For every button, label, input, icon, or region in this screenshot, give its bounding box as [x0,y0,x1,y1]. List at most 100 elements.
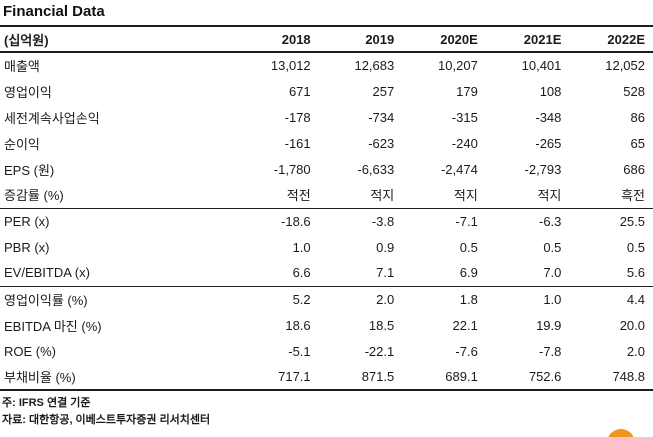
cell-value: 689.1 [445,369,478,384]
row-label: EPS (원) [4,162,55,178]
cell-value: 6.6 [292,265,311,281]
cell-value: -7.8 [538,343,562,359]
cell-value: 5.2 [235,285,319,312]
row-label: 부채비율 (%) [4,370,76,385]
cell-value: 0.5 [543,239,562,255]
cell-value: 적지 [370,188,395,204]
cell-value: 717.1 [278,369,311,384]
cell-value: 748.8 [612,369,645,384]
cell-value: -22.1 [364,343,395,359]
unit-label: (십억원) [0,26,236,53]
cell-value: 22.1 [452,317,478,333]
table-row: EV/EBITDA (x) 6.6 7.1 6.9 7.0 5.6 [0,260,653,286]
cell-value: -3.8 [318,207,403,234]
cell-value: -623 [368,135,395,151]
cell-value: -265 [535,135,562,151]
table-row: 매출액 13,012 12,683 10,207 10,401 12,052 [0,52,653,78]
row-label: EBITDA 마진 (%) [4,318,102,334]
cell-value: 0.5 [626,239,645,255]
cell-value: 752.6 [528,369,562,384]
cell-value: -348 [535,109,562,125]
cell-value: 871.5 [361,369,395,384]
cell-value: 2.0 [318,285,403,312]
cell-value: 25.5 [569,207,653,234]
cell-value: 1.0 [292,239,311,255]
cell-value: 12,052 [605,58,645,73]
cell-value: -7.1 [402,207,486,234]
cell-value: 0.5 [459,239,478,255]
page-title: Financial Data [3,3,105,20]
cell-value: 19.9 [536,317,562,333]
cell-value: 179 [456,83,478,99]
row-label: PER (x) [0,207,236,234]
year-header-2019: 2019 [318,26,403,53]
cell-value: -161 [284,135,311,151]
cell-value: -5.1 [288,343,311,359]
row-label: 세전계속사업손익 [4,110,100,126]
cell-value: 적지 [537,188,562,204]
cell-value: -6,633 [357,161,395,177]
cell-value: 10,207 [438,58,478,73]
cell-value: 6.9 [459,265,478,281]
table-row: ROE (%) -5.1 -22.1 -7.6 -7.8 2.0 [0,338,653,364]
financial-table: (십억원) 2018 2019 2020E 2021E 2022E 매출액 13,… [0,25,653,391]
cell-value: 4.4 [569,285,653,312]
cell-value: 7.1 [376,265,395,281]
table-row: 증감률 (%) 적전 적지 적지 적지 흑전 [0,182,653,208]
cell-value: 2.0 [626,343,645,359]
footnotes: 주: IFRS 연결 기준 자료: 대한항공, 이베스트투자증권 리서치센터 [0,391,653,429]
row-label: 증감률 (%) [4,188,64,204]
cell-value: -240 [451,135,478,151]
row-label: ROE (%) [4,343,56,359]
cell-value: 686 [623,161,645,177]
table-row: EBITDA 마진 (%) 18.6 18.5 22.1 19.9 20.0 [0,312,653,338]
year-header-2022e: 2022E [569,26,653,53]
cell-value: 12,683 [354,58,395,73]
table-header-row: (십억원) 2018 2019 2020E 2021E 2022E [0,26,653,53]
cell-value: 18.6 [285,317,311,333]
row-label: 영업이익 [4,84,52,100]
year-header-2018: 2018 [235,26,319,53]
table-row: 순이익 -161 -623 -240 -265 65 [0,130,653,156]
cell-value: 108 [539,83,562,99]
row-label: EV/EBITDA (x) [4,265,90,281]
table-row: PBR (x) 1.0 0.9 0.5 0.5 0.5 [0,234,653,260]
cell-value: -1,780 [273,161,311,177]
cell-value: -2,474 [440,161,478,177]
cell-value: -7.6 [455,343,478,359]
row-label: PBR (x) [4,239,50,255]
row-label: 매출액 [4,59,40,74]
cell-value: 671 [288,83,311,99]
table-row: PER (x) -18.6 -3.8 -7.1 -6.3 25.5 [0,207,653,234]
cell-value: 5.6 [626,265,645,281]
brand-orange-dot-icon [607,429,635,437]
footnote-note: 주: IFRS 연결 기준 [2,397,91,409]
cell-value: 86 [630,109,645,125]
year-header-2021e: 2021E [485,26,570,53]
cell-value: 1.0 [485,285,570,312]
cell-value: 1.8 [402,285,486,312]
table-row: 영업이익률 (%) 5.2 2.0 1.8 1.0 4.4 [0,285,653,312]
cell-value: 흑전 [621,188,645,204]
cell-value: -734 [368,109,395,125]
cell-value: 20.0 [619,317,645,333]
cell-value: -2,793 [524,161,562,177]
cell-value: 18.5 [368,317,395,333]
cell-value: 13,012 [270,58,311,73]
table-row: EPS (원) -1,780 -6,633 -2,474 -2,793 686 [0,156,653,182]
year-header-2020e: 2020E [402,26,486,53]
table-row: 부채비율 (%) 717.1 871.5 689.1 752.6 748.8 [0,364,653,390]
cell-value: 528 [623,83,645,99]
cell-value: 257 [372,83,395,99]
table-row: 세전계속사업손익 -178 -734 -315 -348 86 [0,104,653,130]
row-label: 순이익 [4,136,40,152]
cell-value: 65 [630,135,645,151]
cell-value: -18.6 [235,207,319,234]
cell-value: 적지 [453,188,478,204]
row-label: 영업이익률 (%) [0,285,236,312]
cell-value: 10,401 [521,58,562,73]
cell-value: -178 [284,109,311,125]
table-row: 영업이익 671 257 179 108 528 [0,78,653,104]
cell-value: -6.3 [485,207,570,234]
